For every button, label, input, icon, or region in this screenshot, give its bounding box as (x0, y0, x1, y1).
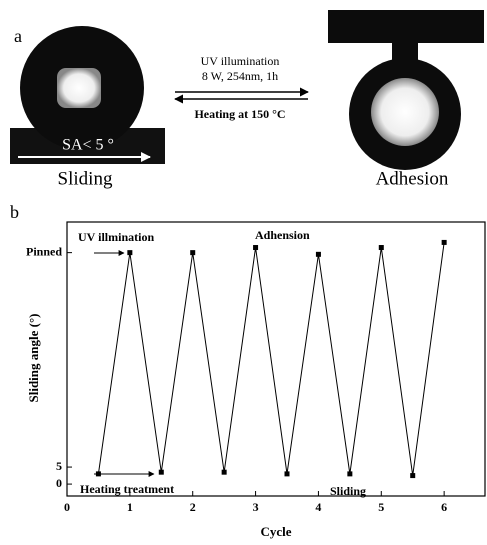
panel-label: a (14, 26, 22, 46)
x-tick-label: 6 (441, 500, 447, 514)
annotation: Adhension (255, 228, 310, 242)
x-tick-label: 2 (190, 500, 196, 514)
y-tick-label: 5 (56, 459, 62, 473)
data-point (253, 245, 259, 251)
condition: 8 W, 254nm, 1h (202, 69, 278, 83)
x-axis-label: Cycle (260, 524, 291, 539)
droplet-highlight (57, 68, 101, 108)
y-tick-label: 0 (56, 476, 62, 490)
data-point (410, 473, 416, 479)
data-point (378, 245, 384, 251)
substrate (328, 10, 484, 43)
panel-label: b (10, 202, 19, 222)
plot-frame (66, 221, 486, 497)
droplet-neck (392, 40, 418, 62)
data-point (95, 471, 101, 477)
data-point (158, 469, 164, 475)
caption: Sliding (58, 168, 113, 189)
data-point (441, 239, 447, 245)
x-tick-label: 5 (378, 500, 384, 514)
x-tick-label: 1 (127, 500, 133, 514)
x-tick-label: 4 (315, 500, 321, 514)
data-line (97, 242, 445, 476)
y-tick-label: Pinned (26, 244, 62, 258)
data-point (221, 469, 227, 475)
droplet-highlight (371, 78, 439, 146)
data-point (315, 251, 321, 257)
data-point (284, 471, 290, 477)
condition: UV illumination (201, 54, 280, 68)
annotation: UV illmination (78, 230, 154, 244)
condition: Heating at 150 °C (194, 107, 285, 121)
x-tick-label: 0 (64, 500, 70, 514)
caption: Adhesion (376, 168, 449, 189)
data-point (190, 250, 196, 256)
data-point (347, 471, 353, 477)
annotation: Heating treatment (80, 482, 174, 496)
data-point (127, 250, 133, 256)
annotation: Sliding (330, 484, 366, 498)
angle-note: SA< 5 ° (62, 137, 114, 154)
x-tick-label: 3 (253, 500, 259, 514)
y-axis-label: Sliding angle (°) (26, 314, 41, 403)
